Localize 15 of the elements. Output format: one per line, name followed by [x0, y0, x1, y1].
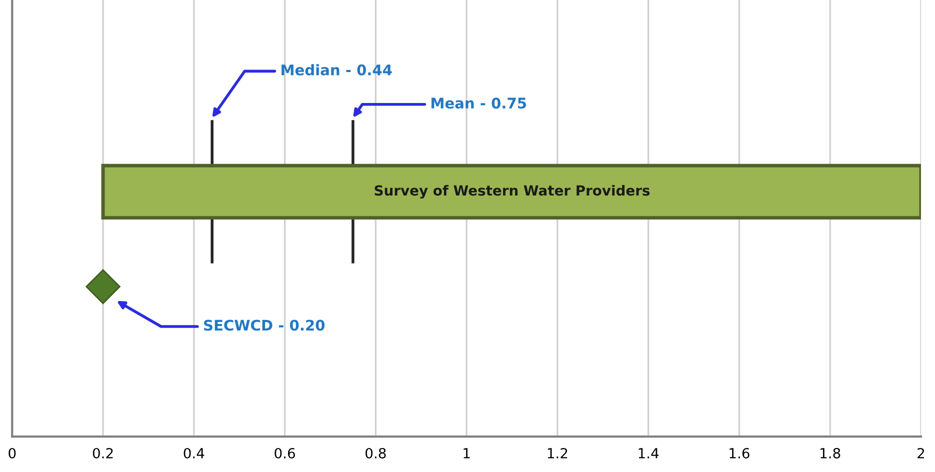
ref-line-label: Median - 0.44 — [282, 64, 392, 76]
x-tick-label: 0 — [8, 448, 16, 458]
ref-line-label: Mean - 0.75 — [432, 98, 526, 109]
x-tick-label: 1.2 — [548, 448, 568, 458]
series-label: Survey of Western Water Providers — [374, 184, 650, 198]
x-tick-label: 1.4 — [638, 448, 659, 458]
annotation: SECWCD - 0.20 — [204, 320, 325, 331]
x-tick-label: 0.8 — [366, 448, 386, 458]
x-tick-label: 0.6 — [274, 448, 295, 458]
x-tick-label: 1.8 — [820, 448, 840, 458]
x-tick-label: 2 — [918, 448, 924, 458]
x-tick-label: 0.2 — [92, 448, 113, 458]
x-tick-label: 0.4 — [184, 448, 204, 458]
x-tick-label: 1.6 — [730, 448, 750, 458]
x-tick-label: 1 — [464, 448, 470, 458]
